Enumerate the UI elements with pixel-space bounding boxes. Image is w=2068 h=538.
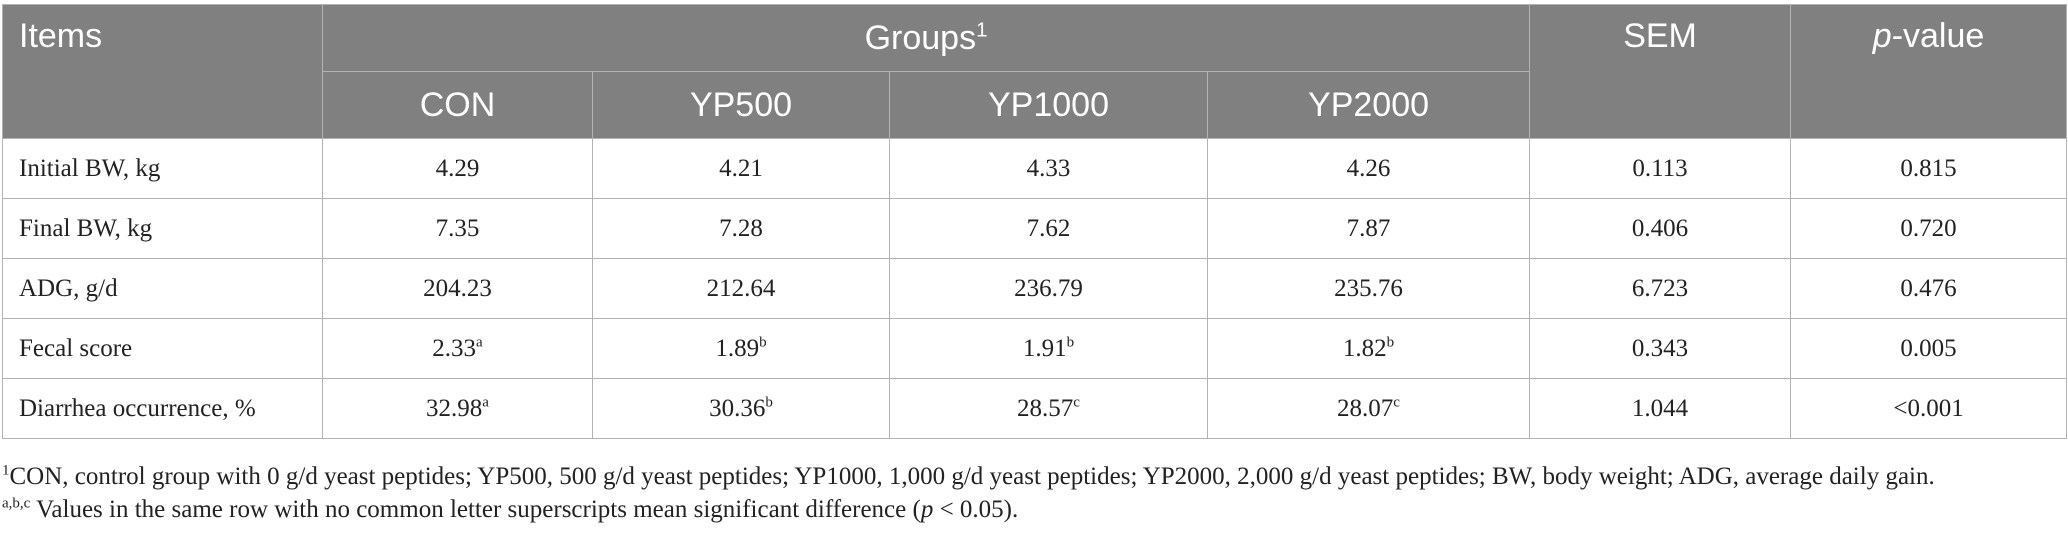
p-value-cell: <0.001 <box>1790 378 2068 439</box>
value: 2.33 <box>432 334 477 362</box>
value: 4.21 <box>719 154 763 182</box>
sem-cell: 0.113 <box>1529 138 1792 199</box>
significance-letter: c <box>1073 394 1080 411</box>
table-row: Initial BW, kg 4.29 4.21 4.33 4.26 0.113 0.815 <box>2 138 2068 199</box>
footnotes: 1CON, control group with 0 g/d yeast pep… <box>2 460 2066 526</box>
table-header: Items Groups1 SEM p-value CON YP500 YP10… <box>2 4 2068 139</box>
group-value-cell: 4.21 <box>592 138 890 199</box>
group-value-cell: 235.76 <box>1206 258 1531 319</box>
value: 7.87 <box>1346 214 1391 242</box>
group-value-cell: 4.29 <box>322 138 593 199</box>
table-body: Initial BW, kg 4.29 4.21 4.33 4.26 0.113 0.815… <box>2 138 2068 439</box>
value: 7.62 <box>1026 214 1071 242</box>
value: 28.07 <box>1337 394 1394 422</box>
row-label: Final BW, kg <box>2 198 323 259</box>
significance-letter: b <box>765 394 773 411</box>
group-header-yp1000: YP1000 <box>889 71 1208 139</box>
row-label: ADG, g/d <box>2 258 323 319</box>
group-value-cell: 4.33 <box>889 138 1208 199</box>
significance-letter: c <box>1393 394 1400 411</box>
group-value-cell: 7.62 <box>889 198 1208 259</box>
group-value-cell: 7.35 <box>322 198 593 259</box>
row-label: Initial BW, kg <box>2 138 323 199</box>
group-header-yp2000: YP2000 <box>1206 71 1531 139</box>
group-header-con: CON <box>322 71 593 139</box>
value: 28.57 <box>1017 394 1074 422</box>
group-value-cell: 4.26 <box>1206 138 1531 199</box>
row-label: Diarrhea occurrence, % <box>2 378 323 439</box>
p-value-cell: 0.476 <box>1790 258 2068 319</box>
value: 1.91 <box>1022 334 1067 362</box>
group-value-cell: 7.28 <box>592 198 890 259</box>
group-value-cell: 1.89b <box>592 318 890 379</box>
group-value-cell: 7.87 <box>1206 198 1531 259</box>
table-row: Final BW, kg 7.35 7.28 7.62 7.87 0.406 0.720 <box>2 198 2068 259</box>
value: 30.36 <box>709 394 766 422</box>
significance-letter: b <box>759 334 767 351</box>
group-value-cell: 236.79 <box>889 258 1208 319</box>
group-value-cell: 28.57c <box>889 378 1208 439</box>
group-value-cell: 32.98a <box>322 378 593 439</box>
value: 1.82 <box>1342 334 1387 362</box>
value: 4.29 <box>435 154 480 182</box>
p-value-cell: 0.005 <box>1790 318 2068 379</box>
significance-letter: a <box>482 394 489 411</box>
significance-letter: a <box>476 334 483 351</box>
table-row: Diarrhea occurrence, % 32.98a 30.36b 28.57c… <box>2 378 2068 439</box>
significance-letter: b <box>1066 334 1075 351</box>
sem-header: SEM <box>1529 4 1792 139</box>
footnote-2: a,b,c Values in the same row with no com… <box>2 495 1019 523</box>
footnote-1: 1CON, control group with 0 g/d yeast pep… <box>2 462 1935 490</box>
value: 235.76 <box>1334 274 1403 302</box>
value: 4.26 <box>1346 154 1391 182</box>
group-value-cell: 28.07c <box>1206 378 1531 439</box>
group-value-cell: 1.91b <box>889 318 1208 379</box>
value: 204.23 <box>423 274 492 302</box>
row-label: Fecal score <box>2 318 323 379</box>
value: 4.33 <box>1026 154 1071 182</box>
value: 7.35 <box>435 214 480 242</box>
group-value-cell: 30.36b <box>592 378 890 439</box>
group-value-cell: 2.33a <box>322 318 593 379</box>
sem-cell: 0.406 <box>1529 198 1792 259</box>
sem-cell: 6.723 <box>1529 258 1792 319</box>
group-value-cell: 212.64 <box>592 258 890 319</box>
p-value-cell: 0.815 <box>1790 138 2068 199</box>
sem-cell: 0.343 <box>1529 318 1792 379</box>
value: 236.79 <box>1014 274 1083 302</box>
value: 32.98 <box>426 394 483 422</box>
p-value-cell: 0.720 <box>1790 198 2068 259</box>
table-row: ADG, g/d 204.23 212.64 236.79 235.76 6.723 0.4… <box>2 258 2068 319</box>
value: 1.89 <box>715 334 760 362</box>
results-table: Items Groups1 SEM p-value CON YP500 YP10… <box>2 4 2068 439</box>
items-header: Items <box>2 4 323 139</box>
groups-header: Groups1 <box>321 4 1531 72</box>
value: 212.64 <box>706 274 776 302</box>
group-value-cell: 1.82b <box>1206 318 1531 379</box>
significance-letter: b <box>1386 334 1395 351</box>
p-value-header: p-value <box>1790 4 2068 139</box>
groups-footnote-marker: 1 <box>976 19 988 42</box>
group-header-yp500: YP500 <box>592 71 890 139</box>
group-value-cell: 204.23 <box>322 258 593 319</box>
sem-cell: 1.044 <box>1529 378 1792 439</box>
value: 7.28 <box>719 214 763 242</box>
table-row: Fecal score 2.33a 1.89b 1.91b 1.82b 0.343 0.00… <box>2 318 2068 379</box>
